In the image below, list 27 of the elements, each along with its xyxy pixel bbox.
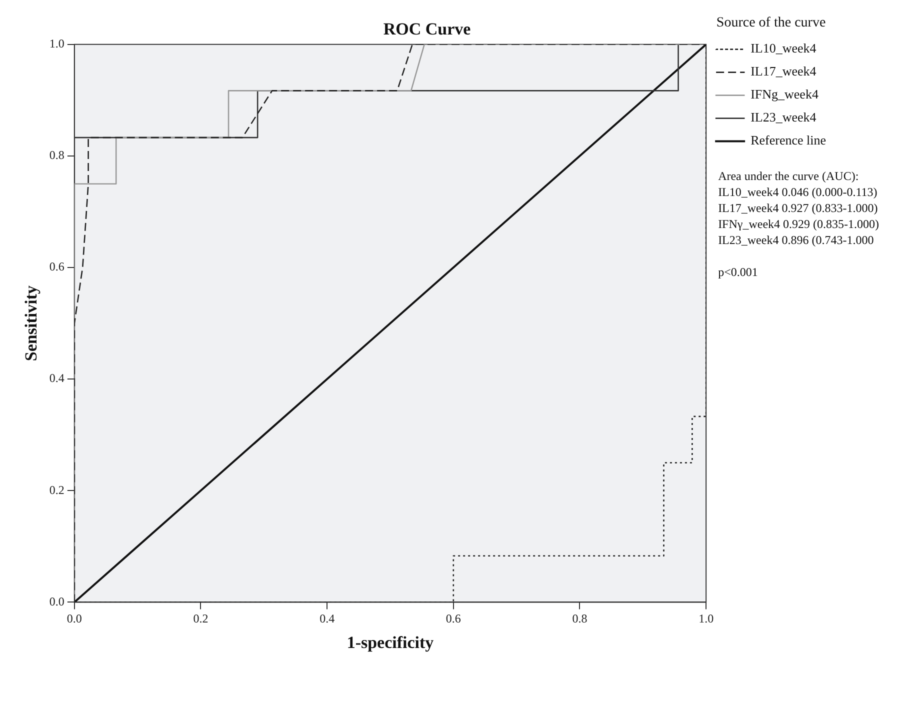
legend-label: IFNg_week4 [750,86,819,102]
legend-label: Reference line [750,132,826,148]
x-tick-label: 0.8 [572,612,588,626]
x-tick-label: 0.6 [446,612,461,626]
y-tick-label: 0.4 [49,371,64,386]
x-tick-label: 0.4 [320,612,335,626]
text: IL10_week4 0.046 (0.000-0.113) [718,184,878,200]
legend-label: IL10_week4 [750,40,817,56]
text: Area under the curve (AUC): [718,168,860,184]
legend-label: IL17_week4 [750,64,817,79]
text: IL23_week4 0.896 (0.743-1.000 [718,232,875,248]
chart-title: ROC Curve [383,20,472,39]
x-tick-label: 1.0 [698,612,714,626]
legend-label: IL23_week4 [750,110,817,125]
text: IL17_week4 0.927 (0.833-1.000) [718,200,879,216]
text: IFNγ_week4 0.929 (0.835-1.000) [718,216,880,232]
x-axis-title: 1-specificity [346,633,434,652]
legend-title: Source of the curve [716,16,826,31]
y-tick-label: 0.8 [49,148,64,162]
x-tick-label: 0.0 [66,612,82,626]
y-tick-label: 0.2 [49,482,64,497]
y-tick-label: 0.0 [49,594,64,608]
text: p<0.001 [718,264,759,280]
y-tick-label: 0.6 [49,260,64,274]
y-axis-title: Sensitivity [22,285,41,362]
y-tick-label: 1.0 [49,36,64,51]
x-tick-label: 0.2 [193,612,208,626]
